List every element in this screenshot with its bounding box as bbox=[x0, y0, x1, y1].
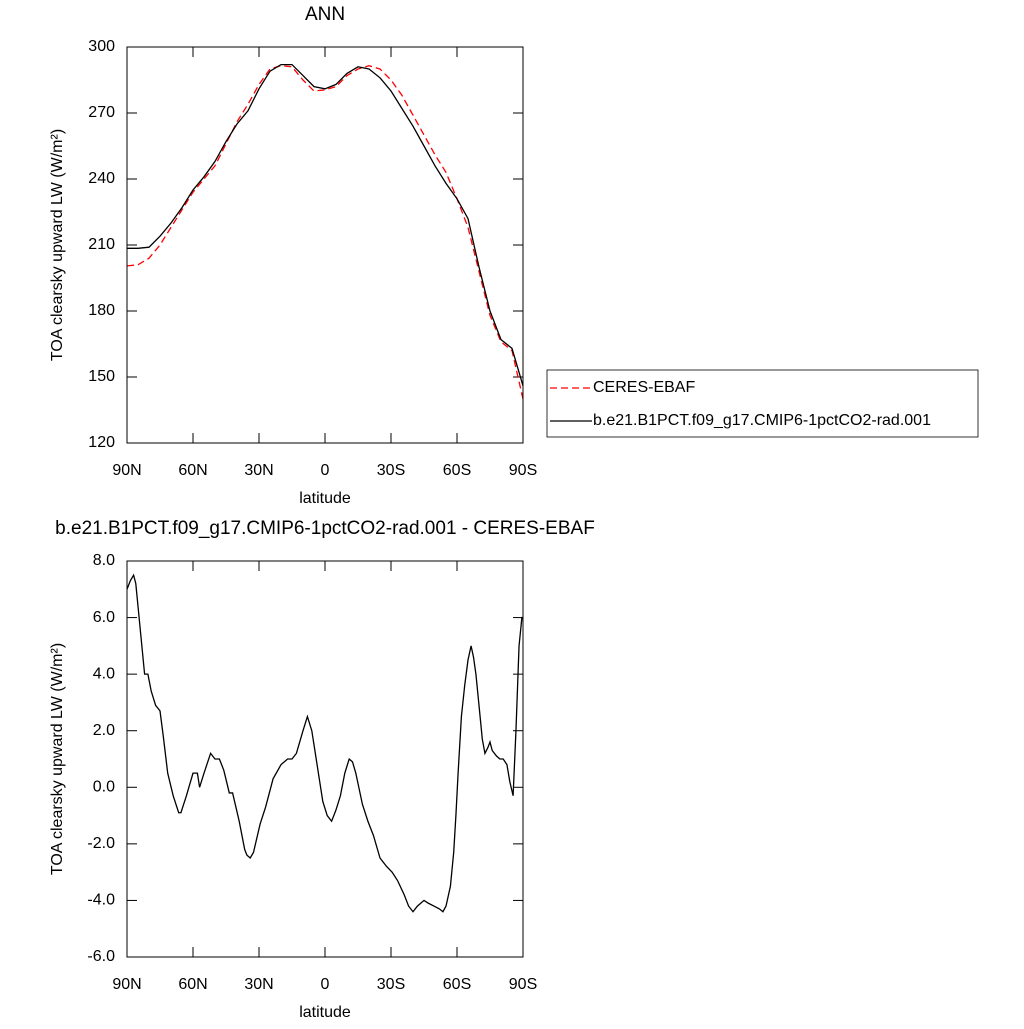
data-line bbox=[127, 63, 524, 386]
y-tick-label: 210 bbox=[88, 236, 115, 253]
y-tick-label: 2.0 bbox=[93, 722, 115, 739]
x-tick-label: 30S bbox=[377, 462, 405, 479]
y-tick-label: 4.0 bbox=[93, 665, 115, 682]
plot-frame bbox=[126, 560, 524, 958]
x-tick-label: 90S bbox=[509, 462, 537, 479]
x-tick-label: 30N bbox=[244, 462, 273, 479]
x-tick-label: 60S bbox=[443, 976, 471, 993]
x-tick-label: 0 bbox=[321, 976, 330, 993]
x-tick-label: 60S bbox=[443, 462, 471, 479]
legend-label: CERES-EBAF bbox=[593, 379, 695, 396]
y-tick-label: 6.0 bbox=[93, 609, 115, 626]
x-tick-label: 30N bbox=[244, 976, 273, 993]
plot-frame bbox=[126, 46, 524, 444]
y-tick-label: 120 bbox=[88, 434, 115, 451]
y-tick-label: 180 bbox=[88, 302, 115, 319]
legend-label: b.e21.B1PCT.f09_g17.CMIP6-1pctCO2-rad.00… bbox=[593, 412, 931, 429]
x-tick-label: 90N bbox=[112, 976, 141, 993]
y-tick-label: 300 bbox=[88, 38, 115, 55]
y-tick-label: -4.0 bbox=[87, 892, 115, 909]
y-tick-label: 270 bbox=[88, 104, 115, 121]
plot: b.e21.B1PCT.f09_g17.CMIP6-1pctCO2-rad.00… bbox=[49, 518, 595, 1021]
y-tick-label: 8.0 bbox=[93, 552, 115, 569]
y-axis-label: TOA clearsky upward LW (W/m²) bbox=[49, 643, 66, 875]
x-tick-label: 0 bbox=[321, 462, 330, 479]
x-tick-label: 60N bbox=[178, 462, 207, 479]
y-axis-label: TOA clearsky upward LW (W/m²) bbox=[49, 129, 66, 361]
legend: CERES-EBAF b.e21.B1PCT.f09_g17.CMIP6-1pct… bbox=[546, 369, 979, 438]
x-axis-label: latitude bbox=[299, 490, 351, 507]
y-tick-label: 240 bbox=[88, 170, 115, 187]
x-tick-label: 90N bbox=[112, 462, 141, 479]
chart-title: b.e21.B1PCT.f09_g17.CMIP6-1pctCO2-rad.00… bbox=[55, 518, 595, 539]
chart-title: ANN bbox=[305, 4, 345, 25]
y-tick-label: 150 bbox=[88, 368, 115, 385]
y-tick-label: -2.0 bbox=[87, 835, 115, 852]
x-tick-label: 60N bbox=[178, 976, 207, 993]
x-tick-label: 30S bbox=[377, 976, 405, 993]
plot: ANN latitude TOA clearsky upward LW (W/m²)… bbox=[49, 4, 979, 507]
data-line bbox=[126, 573, 523, 913]
x-axis-label: latitude bbox=[299, 1004, 351, 1021]
x-tick-label: 90S bbox=[509, 976, 537, 993]
data-line bbox=[126, 65, 524, 400]
y-tick-label: 0.0 bbox=[93, 779, 115, 796]
legend-box bbox=[546, 369, 979, 438]
y-tick-label: -6.0 bbox=[87, 948, 115, 965]
